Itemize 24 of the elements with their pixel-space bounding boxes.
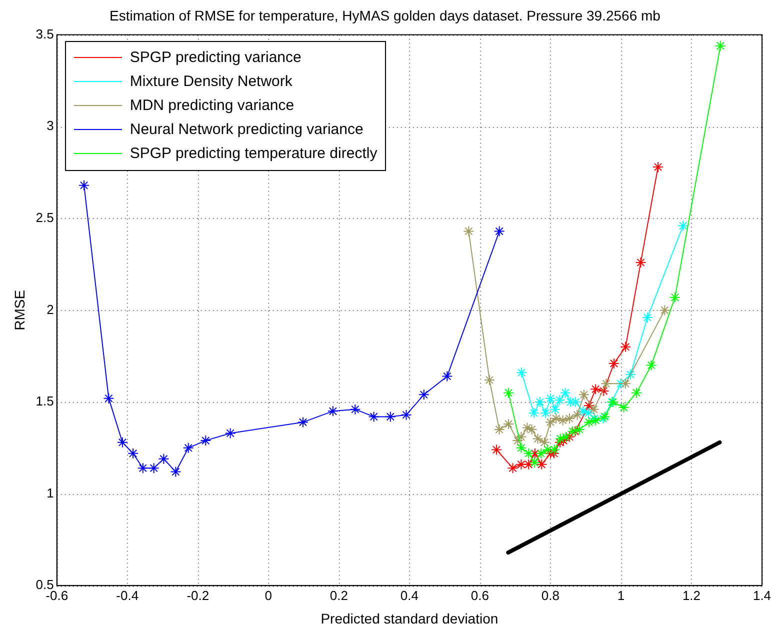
legend-label: Mixture Density Network <box>130 72 292 92</box>
legend-label: SPGP predicting temperature directly <box>130 144 378 164</box>
x-tick-label: 1 <box>617 588 625 603</box>
x-tick-label: -0.4 <box>116 588 139 603</box>
x-tick-label: 0 <box>264 588 272 603</box>
x-tick-label: 0.8 <box>541 588 560 603</box>
y-tick-label: 3 <box>46 118 54 134</box>
chart-title: Estimation of RMSE for temperature, HyMAS golden days dataset. Pressure 39.2566 mb <box>110 7 661 24</box>
x-tick-label: 0.6 <box>470 588 489 603</box>
legend-label: MDN predicting variance <box>130 96 294 116</box>
y-tick-label: 1 <box>46 485 54 500</box>
legend-label: Neural Network predicting variance <box>130 120 364 140</box>
x-axis-title: Predicted standard deviation <box>320 610 498 626</box>
y-axis-title: RMSE <box>11 290 28 330</box>
x-tick-label: 1.2 <box>682 588 701 603</box>
y-tick-label: 1.5 <box>36 394 54 409</box>
y-tick-label: 2.5 <box>36 210 54 225</box>
legend-label: SPGP predicting variance <box>130 48 302 68</box>
y-tick-label: 2 <box>46 302 54 317</box>
x-tick-label: 1.4 <box>752 588 772 603</box>
y-tick-label: 3.5 <box>36 26 54 42</box>
x-tick-label: 0.2 <box>330 588 348 603</box>
x-tick-label: -0.2 <box>186 588 210 603</box>
x-tick-label: 0.4 <box>400 588 418 603</box>
